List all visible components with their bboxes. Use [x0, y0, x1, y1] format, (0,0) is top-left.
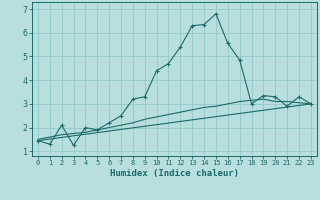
X-axis label: Humidex (Indice chaleur): Humidex (Indice chaleur) [110, 169, 239, 178]
